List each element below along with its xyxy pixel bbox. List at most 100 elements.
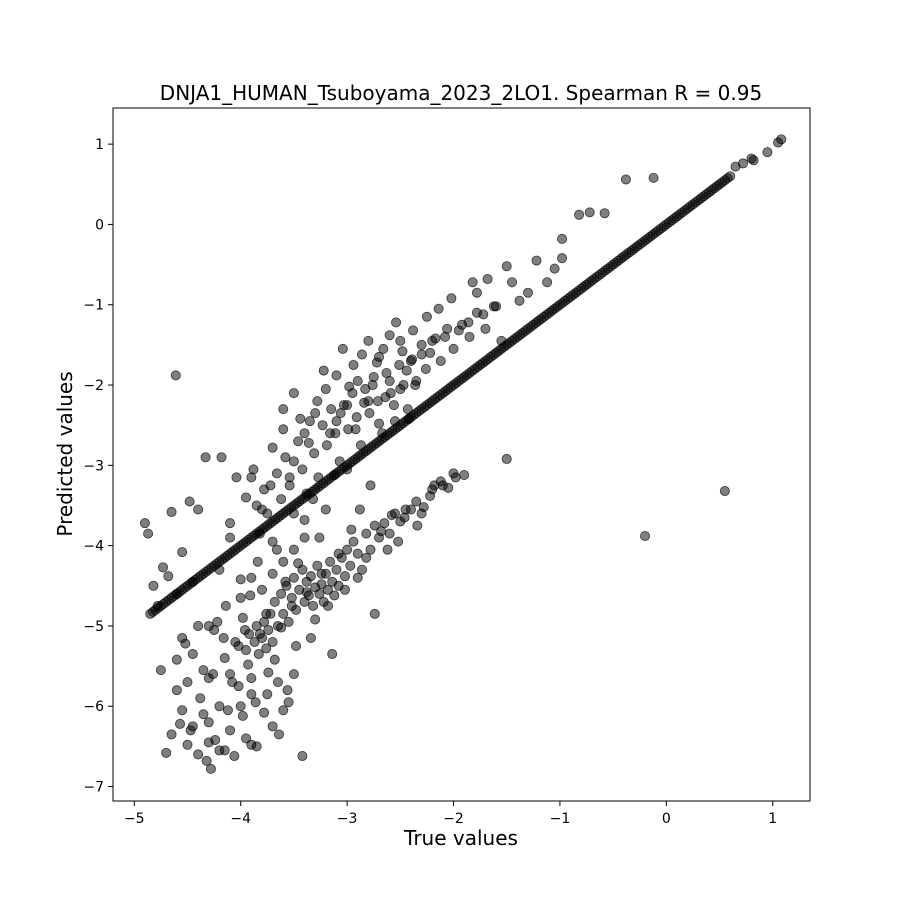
- data-point: [412, 520, 423, 531]
- data-point: [259, 707, 270, 718]
- data-point: [395, 516, 406, 527]
- data-point: [251, 741, 262, 752]
- data-point: [171, 685, 182, 696]
- data-point: [220, 600, 231, 611]
- data-point: [256, 632, 267, 643]
- data-point: [195, 693, 206, 704]
- data-point: [203, 717, 214, 728]
- data-point: [405, 355, 416, 366]
- data-point: [336, 552, 347, 563]
- data-point: [288, 572, 299, 583]
- data-point: [171, 588, 182, 599]
- data-point: [549, 263, 560, 274]
- data-point: [719, 486, 730, 497]
- data-point: [269, 596, 280, 607]
- data-point: [402, 404, 413, 415]
- data-point: [214, 701, 225, 712]
- data-point: [166, 729, 177, 740]
- data-point: [288, 508, 299, 519]
- y-tick-label: 1: [95, 137, 104, 153]
- data-point: [297, 564, 308, 575]
- data-point: [379, 518, 390, 529]
- data-point: [363, 396, 374, 407]
- data-point: [299, 514, 310, 525]
- data-point: [320, 384, 331, 395]
- data-point: [378, 343, 389, 354]
- data-point: [403, 413, 414, 424]
- data-point: [384, 528, 395, 539]
- data-point: [184, 496, 195, 507]
- data-point: [334, 456, 345, 467]
- data-point: [394, 359, 405, 370]
- data-point: [308, 494, 319, 505]
- data-point: [372, 396, 383, 407]
- data-point: [241, 645, 252, 656]
- y-tick-label: −2: [83, 378, 104, 394]
- data-point: [312, 560, 323, 571]
- data-point: [280, 452, 291, 463]
- data-point: [437, 480, 448, 491]
- data-point: [459, 469, 470, 480]
- x-tick-label: 0: [662, 811, 671, 827]
- data-point: [574, 209, 585, 220]
- chart-title: DNJA1_HUMAN_Tsuboyama_2023_2LO1. Spearma…: [160, 81, 762, 105]
- data-point: [348, 536, 359, 547]
- data-point: [377, 428, 388, 439]
- data-point: [369, 608, 380, 619]
- data-point: [246, 689, 257, 700]
- data-point: [746, 153, 757, 164]
- data-point: [259, 616, 270, 627]
- data-point: [158, 562, 169, 573]
- data-point: [389, 416, 400, 427]
- data-point: [427, 484, 438, 495]
- data-point: [382, 544, 393, 555]
- data-point: [241, 492, 252, 503]
- data-point: [385, 388, 396, 399]
- data-point: [243, 659, 254, 670]
- data-point: [177, 632, 188, 643]
- data-point: [200, 452, 211, 463]
- points-layer: [139, 134, 787, 774]
- data-point: [331, 370, 342, 381]
- data-point: [288, 669, 299, 680]
- data-point: [318, 365, 329, 376]
- data-point: [430, 333, 441, 344]
- data-point: [313, 472, 324, 483]
- data-point: [725, 171, 736, 182]
- data-point: [235, 592, 246, 603]
- data-point: [155, 665, 166, 676]
- data-point: [491, 301, 502, 312]
- data-point: [374, 418, 385, 429]
- data-point: [331, 416, 342, 427]
- data-point: [193, 749, 204, 760]
- data-point: [446, 293, 457, 304]
- data-point: [291, 641, 302, 652]
- data-point: [393, 536, 404, 547]
- data-point: [297, 464, 308, 475]
- data-point: [316, 579, 327, 590]
- data-point: [225, 725, 236, 736]
- data-point: [327, 649, 338, 660]
- data-point: [314, 588, 325, 599]
- data-point: [314, 532, 325, 543]
- data-point: [222, 705, 233, 716]
- data-point: [288, 456, 299, 467]
- data-point: [620, 174, 631, 185]
- data-point: [762, 147, 773, 158]
- data-point: [225, 669, 236, 680]
- y-tick-label: −3: [83, 458, 104, 474]
- data-point: [263, 624, 274, 635]
- data-point: [187, 721, 198, 732]
- data-point: [301, 488, 312, 499]
- data-point: [294, 584, 305, 595]
- plot-frame: [112, 107, 811, 802]
- x-tick-label: −2: [443, 811, 464, 827]
- data-point: [148, 580, 159, 591]
- data-point: [480, 323, 491, 334]
- data-point: [225, 518, 236, 529]
- data-point: [542, 277, 553, 288]
- data-point: [416, 508, 427, 519]
- data-point: [401, 365, 412, 376]
- data-point: [305, 632, 316, 643]
- data-point: [342, 400, 353, 411]
